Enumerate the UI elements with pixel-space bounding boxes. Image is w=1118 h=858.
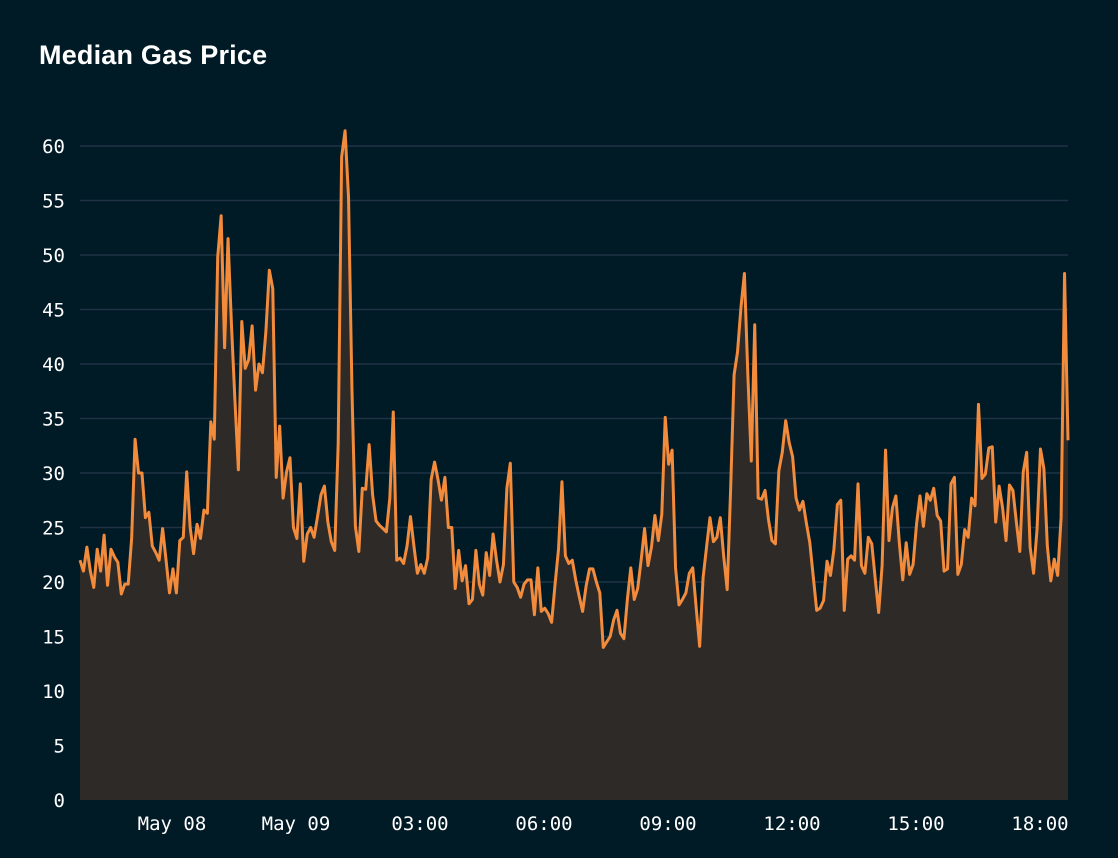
y-tick-label: 30: [42, 463, 65, 485]
y-axis-ticks: 0 5 10 15 20 25 30 35 40 45 50 55 60: [42, 136, 65, 812]
chart-title: Median Gas Price: [39, 40, 268, 70]
y-tick-label: 15: [42, 627, 65, 649]
x-tick-label: 06:00: [515, 813, 572, 835]
area-series: [78, 129, 1070, 801]
x-tick-label: May 09: [262, 813, 331, 835]
y-tick-label: 55: [42, 191, 65, 213]
x-tick-label: 09:00: [639, 813, 696, 835]
x-tick-label: 18:00: [1011, 813, 1068, 835]
x-tick-label: 12:00: [763, 813, 820, 835]
y-tick-label: 35: [42, 409, 65, 431]
y-tick-label: 60: [42, 136, 65, 158]
x-tick-label: May 08: [138, 813, 207, 835]
x-tick-label: 15:00: [887, 813, 944, 835]
y-tick-label: 0: [54, 790, 65, 812]
y-tick-label: 50: [42, 245, 65, 267]
y-tick-label: 40: [42, 354, 65, 376]
y-tick-label: 45: [42, 300, 65, 322]
x-tick-label: 03:00: [391, 813, 448, 835]
y-tick-label: 25: [42, 518, 65, 540]
y-tick-label: 5: [54, 736, 65, 758]
area-fill: [80, 130, 1068, 801]
x-axis-ticks: May 08 May 09 03:00 06:00 09:00 12:00 15:00 18:…: [138, 813, 1069, 835]
series-line: [78, 129, 1070, 649]
y-tick-label: 10: [42, 681, 65, 703]
y-tick-label: 20: [42, 572, 65, 594]
